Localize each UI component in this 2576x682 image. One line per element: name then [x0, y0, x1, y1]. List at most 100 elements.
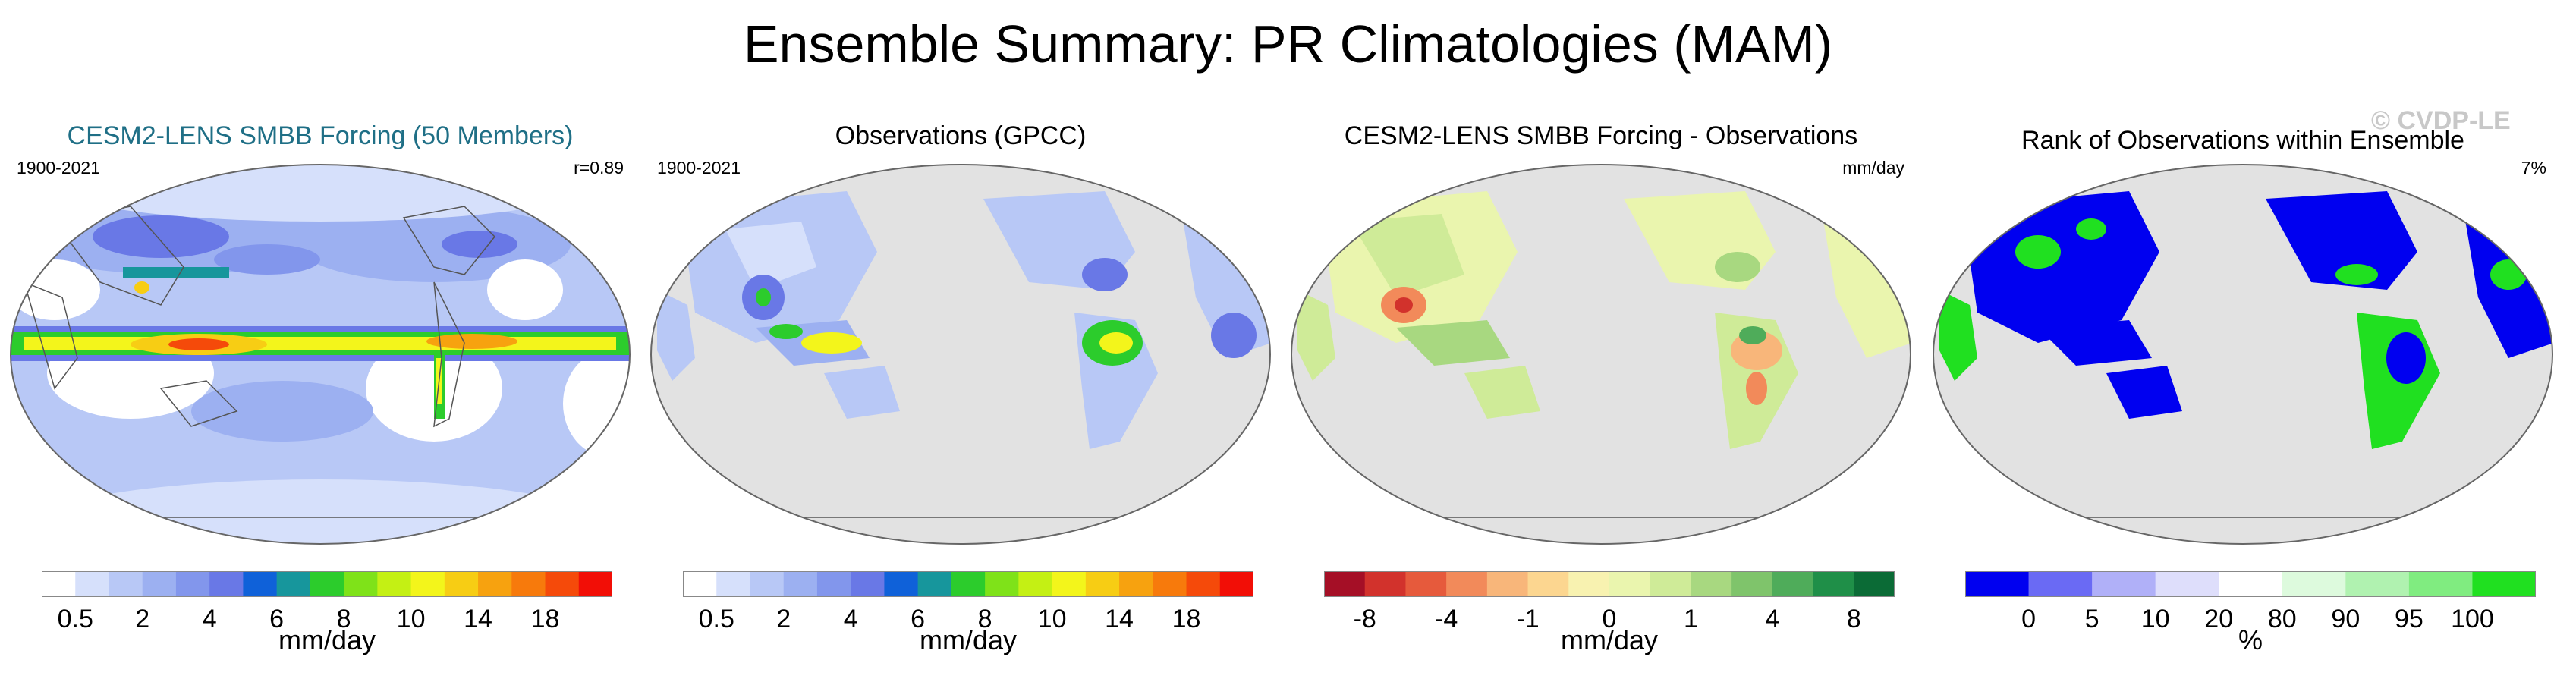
panel-right-label: 7% — [2521, 158, 2546, 178]
panel-title: Observations (GPCC) — [835, 121, 1087, 150]
colorbar-tick-label: 2 — [135, 605, 150, 633]
colorbar-swatch — [1324, 571, 1366, 597]
colorbar-tick-label: 0 — [1602, 605, 1617, 633]
colorbar-tick-label: 0.5 — [57, 605, 93, 633]
colorbar-tick-label: 18 — [530, 605, 560, 633]
panel-rank: Rank of Observations within Ensemble 7% — [1932, 121, 2554, 546]
colorbar-swatch — [1813, 571, 1854, 597]
colorbar-swatch — [2282, 571, 2346, 597]
colorbar-swatch — [2155, 571, 2219, 597]
colorbar-swatches — [683, 571, 1254, 597]
colorbar-swatch — [175, 571, 210, 597]
colorbar-swatch — [951, 571, 986, 597]
colorbar-swatch — [750, 571, 785, 597]
colorbar-tick-label: -4 — [1435, 605, 1458, 633]
colorbar-swatch — [1854, 571, 1895, 597]
map-difference-pr — [1291, 164, 1911, 545]
colorbar-tick-label: 100 — [2451, 605, 2494, 633]
colorbar-frame — [1324, 571, 1895, 597]
map-rank — [1933, 164, 2553, 545]
colorbar-swatch — [1772, 571, 1814, 597]
panel-left-label: 1900-2021 — [17, 158, 100, 178]
colorbar-tick-label: 95 — [2394, 605, 2423, 633]
panel-left-label: 1900-2021 — [657, 158, 741, 178]
colorbar-swatch — [884, 571, 919, 597]
colorbar-swatch — [109, 571, 143, 597]
colorbar-swatches — [1324, 571, 1895, 597]
colorbar-tick-label: 1 — [1683, 605, 1698, 633]
colorbar-tick-label: 8 — [1846, 605, 1861, 633]
colorbar-swatch — [1691, 571, 1732, 597]
colorbar-swatches — [1965, 571, 2537, 597]
colorbar-tick-label: 10 — [2140, 605, 2170, 633]
colorbar-tick-label: 4 — [202, 605, 217, 633]
colorbar-swatch — [1731, 571, 1773, 597]
colorbar-tick-label: 5 — [2084, 605, 2099, 633]
colorbar-swatch — [716, 571, 750, 597]
colorbar-swatch — [985, 571, 1019, 597]
colorbar-tick-label: 6 — [269, 605, 285, 633]
colorbar-swatches — [42, 571, 613, 597]
colorbar-swatch — [816, 571, 851, 597]
colorbar-tick-label: 10 — [396, 605, 426, 633]
colorbar-swatch — [1018, 571, 1053, 597]
colorbar-swatch — [377, 571, 412, 597]
colorbar-swatch — [1219, 571, 1254, 597]
colorbar-swatch — [209, 571, 244, 597]
colorbar-unit-model: mm/day — [278, 624, 376, 655]
colorbar-model — [42, 571, 613, 597]
colorbar-swatch — [1364, 571, 1406, 597]
colorbar-tick-label: 4 — [1765, 605, 1780, 633]
colorbar-swatch — [2408, 571, 2473, 597]
colorbar-swatch — [243, 571, 278, 597]
colorbar-tick-label: 2 — [776, 605, 791, 633]
colorbar-swatch — [1186, 571, 1221, 597]
colorbar-swatch — [310, 571, 344, 597]
colorbar-observations — [683, 571, 1254, 597]
map-model-pr — [10, 164, 631, 545]
colorbar-tick-label: 8 — [336, 605, 351, 633]
colorbar-swatch — [344, 571, 378, 597]
colorbar-swatch — [917, 571, 952, 597]
panel-title: CESM2-LENS SMBB Forcing (50 Members) — [67, 121, 574, 150]
panel-right-label: mm/day — [1842, 158, 1904, 178]
colorbar-swatch — [410, 571, 445, 597]
colorbar-swatch — [1527, 571, 1569, 597]
colorbar-swatch — [42, 571, 76, 597]
colorbar-swatch — [683, 571, 717, 597]
colorbar-tick-label: 14 — [1105, 605, 1134, 633]
colorbar-unit-observations: mm/day — [919, 624, 1018, 655]
colorbar-tick-label: 90 — [2331, 605, 2361, 633]
colorbar-swatch — [2092, 571, 2156, 597]
colorbar-tick-label: 18 — [1172, 605, 1201, 633]
colorbar-frame — [683, 571, 1253, 597]
colorbar-rank — [1965, 571, 2537, 597]
colorbar-tick-label: 4 — [843, 605, 858, 633]
panel-right-label: r=0.89 — [574, 158, 624, 178]
colorbar-swatch — [1965, 571, 2030, 597]
colorbar-swatch — [1486, 571, 1529, 597]
colorbar-swatch — [545, 571, 580, 597]
colorbar-swatch — [1650, 571, 1691, 597]
colorbar-unit-difference: mm/day — [1560, 624, 1659, 655]
colorbar-swatch — [578, 571, 613, 597]
panel-observations: Observations (GPCC) 1900-2021 — [650, 121, 1272, 546]
main-title: Ensemble Summary: PR Climatologies (MAM) — [743, 14, 1833, 74]
colorbar-swatch — [75, 571, 109, 597]
colorbar-swatch — [276, 571, 311, 597]
colorbar-swatch — [478, 571, 512, 597]
colorbar-swatch — [1153, 571, 1187, 597]
colorbar-swatch — [1052, 571, 1087, 597]
map-observed-pr — [650, 164, 1271, 545]
colorbar-tick-label: 0.5 — [698, 605, 734, 633]
colorbar-tick-label: 6 — [911, 605, 926, 633]
colorbar-swatch — [142, 571, 177, 597]
panel-difference: CESM2-LENS SMBB Forcing - Observations m… — [1290, 121, 1912, 546]
watermark: © CVDP-LE — [2371, 106, 2511, 135]
colorbar-tick-label: 10 — [1037, 605, 1067, 633]
colorbar-swatch — [1119, 571, 1153, 597]
colorbar-swatch — [1085, 571, 1120, 597]
colorbar-swatch — [2472, 571, 2537, 597]
colorbar-swatch — [1609, 571, 1651, 597]
panel-model-climatology: CESM2-LENS SMBB Forcing (50 Members) 190… — [9, 121, 631, 546]
